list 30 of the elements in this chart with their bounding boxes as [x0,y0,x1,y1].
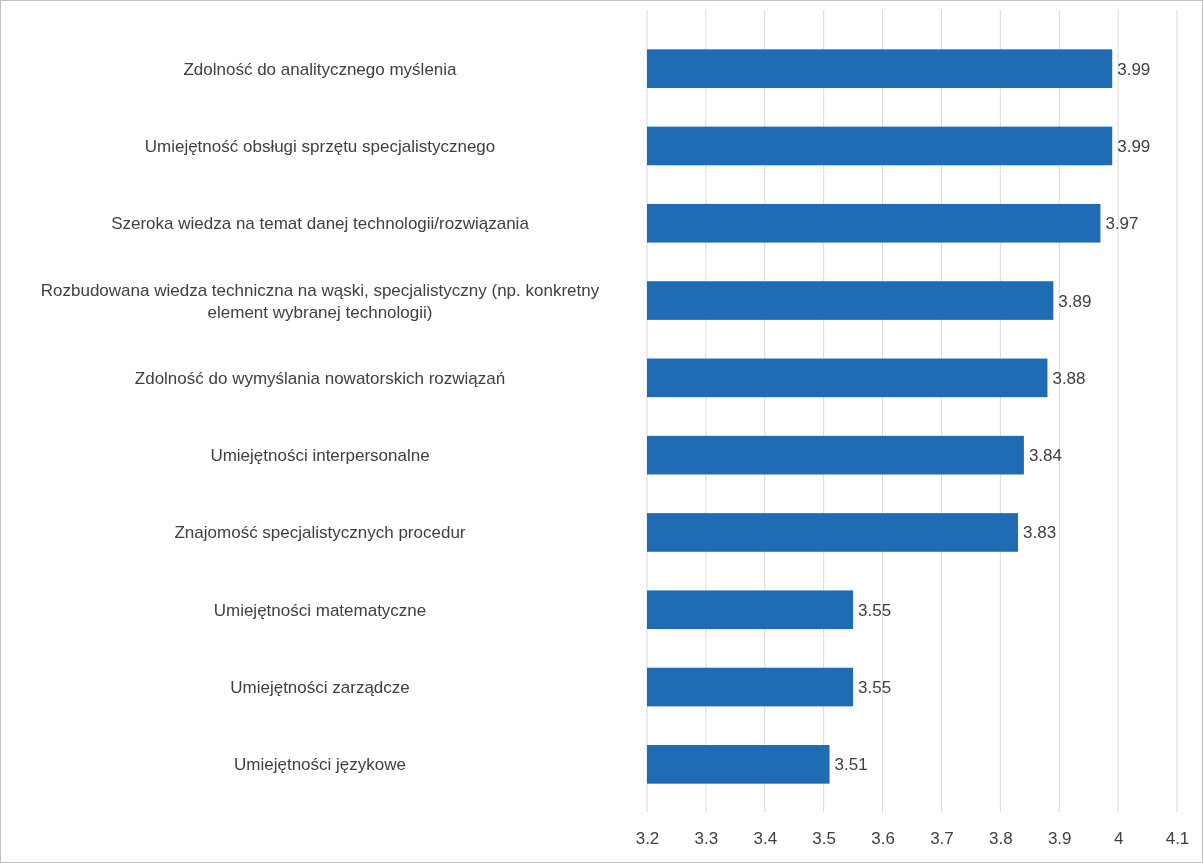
x-tick-label: 4.1 [1165,829,1190,849]
y-tick-label: Umiejętność obsługi sprzętu specjalistycznego [144,136,496,156]
y-tick-label: Umiejętności interpersonalne [210,446,430,466]
y-tick-label: Umiejętności matematyczne [213,600,427,620]
y-tick-label: Umiejętności zarządcze [230,678,410,697]
data-label: 3.83 [1023,523,1057,543]
x-tick-label: 3.5 [812,829,836,849]
y-tick-label: Zdolność do wymyślania nowatorskich rozwiązań [134,368,506,388]
data-label: 3.97 [1105,214,1139,234]
x-tick-label: 4 [1113,829,1124,849]
x-tick-label: 3.7 [930,829,954,849]
x-tick-label: 3.8 [989,829,1013,849]
data-label: 3.55 [858,600,892,620]
data-label: 3.84 [1028,446,1062,466]
data-label: 3.89 [1058,291,1092,311]
y-tick-label: Rozbudowana wiedza techniczna na wąski, specjalistyczny (np. konkretny element wybranej technologii) [40,280,600,322]
x-tick-label: 3.3 [694,829,719,849]
y-tick-label: Znajomość specjalistycznych procedur [174,523,466,543]
data-label: 3.55 [858,678,892,697]
data-label: 3.99 [1117,59,1151,79]
y-tick-label: Szeroka wiedza na temat danej technologii/rozwiązania [111,214,530,234]
data-label: 3.51 [834,755,868,775]
y-tick-label: Umiejętności językowe [234,755,406,775]
data-label: 3.99 [1117,136,1151,156]
y-tick-label: Zdolność do analitycznego myślenia [183,59,458,79]
data-label: 3.88 [1052,368,1086,388]
x-tick-label: 3.9 [1047,829,1072,849]
x-tick-label: 3.6 [871,829,895,849]
x-tick-label: 3.2 [635,829,660,849]
x-tick-label: 3.4 [753,829,778,849]
